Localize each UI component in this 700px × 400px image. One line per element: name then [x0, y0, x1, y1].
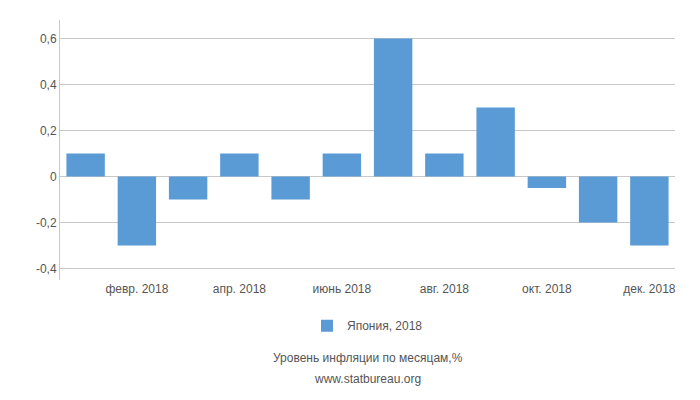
svg-text:февр. 2018: февр. 2018: [105, 282, 168, 296]
svg-text:0,4: 0,4: [40, 78, 57, 92]
svg-text:апр. 2018: апр. 2018: [213, 282, 267, 296]
svg-text:окт. 2018: окт. 2018: [522, 282, 572, 296]
svg-text:авг. 2018: авг. 2018: [420, 282, 470, 296]
svg-text:0: 0: [50, 170, 57, 184]
svg-text:0,6: 0,6: [40, 32, 57, 46]
svg-text:дек. 2018: дек. 2018: [623, 282, 676, 296]
svg-text:www.statbureau.org: www.statbureau.org: [314, 372, 421, 386]
svg-text:0,2: 0,2: [40, 124, 57, 138]
svg-text:-0,2: -0,2: [36, 216, 57, 230]
svg-text:июнь 2018: июнь 2018: [313, 282, 372, 296]
svg-text:-0,4: -0,4: [36, 262, 57, 276]
svg-text:Уровень инфляции по месяцам,%: Уровень инфляции по месяцам,%: [273, 351, 463, 365]
svg-text:Япония, 2018: Япония, 2018: [347, 319, 422, 333]
